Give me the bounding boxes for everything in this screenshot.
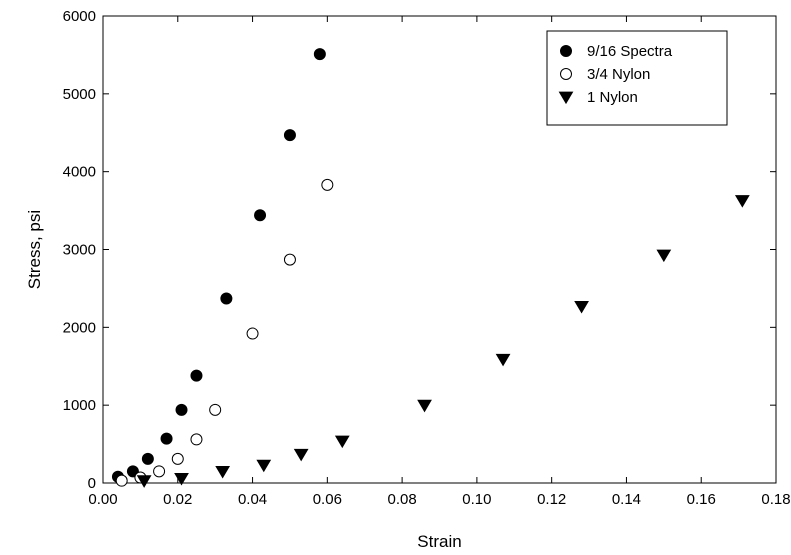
data-point	[495, 353, 511, 367]
data-point	[115, 474, 128, 487]
data-point	[313, 48, 326, 61]
axes: 0.00 0.02 0.04 0.06 0.08 0.10 0.12 0.14 0.16 0.18…	[63, 8, 791, 508]
data-point	[293, 448, 309, 462]
x-tick-label: 0.12	[537, 491, 566, 508]
x-tick-label: 0.00	[88, 491, 117, 508]
y-axis-title: Stress, psi	[25, 210, 44, 289]
data-point	[153, 465, 166, 478]
data-point	[209, 403, 222, 416]
x-tick-label: 0.02	[163, 491, 192, 508]
series-0	[111, 48, 326, 483]
data-point	[190, 369, 203, 382]
data-point	[254, 209, 267, 222]
x-tick-label: 0.14	[612, 491, 641, 508]
legend-marker	[558, 91, 574, 105]
data-point	[321, 178, 334, 191]
legend-label: 1 Nylon	[587, 89, 638, 106]
x-tick-label: 0.06	[313, 491, 342, 508]
legend-marker	[560, 45, 572, 57]
y-tick-label: 3000	[63, 242, 96, 259]
data-point	[417, 399, 432, 413]
data-point	[734, 195, 750, 208]
x-tick-label: 0.08	[388, 491, 417, 508]
data-point	[174, 472, 189, 486]
data-point	[141, 452, 154, 465]
data-point	[136, 475, 152, 488]
data-point	[246, 327, 259, 340]
data-point	[334, 435, 350, 449]
series-2	[136, 195, 750, 488]
y-tick-label: 0	[88, 475, 96, 492]
data-point	[160, 432, 173, 445]
data-point	[283, 129, 296, 142]
y-tick-label: 1000	[63, 397, 96, 414]
series-1	[115, 178, 334, 487]
data-point	[656, 249, 672, 263]
legend-marker	[560, 68, 572, 80]
x-tick-label: 0.10	[462, 491, 491, 508]
legend-label: 3/4 Nylon	[587, 66, 650, 83]
data-point	[175, 403, 188, 416]
legend-label: 9/16 Spectra	[587, 43, 673, 60]
data-point	[256, 459, 272, 473]
x-tick-label: 0.04	[238, 491, 267, 508]
y-tick-label: 2000	[63, 319, 96, 336]
data-point	[220, 292, 233, 305]
legend: 9/16 Spectra 3/4 Nylon 1 Nylon	[546, 30, 728, 126]
data-point	[283, 253, 296, 266]
x-axis-title: Strain	[417, 532, 461, 551]
y-tick-label: 6000	[63, 8, 96, 25]
data-point	[190, 433, 203, 446]
x-tick-label: 0.16	[687, 491, 716, 508]
y-tick-label: 5000	[63, 86, 96, 103]
y-tick-label: 4000	[63, 164, 96, 181]
data-point	[171, 452, 184, 465]
data-points	[111, 48, 750, 488]
data-point	[574, 300, 589, 314]
x-tick-label: 0.18	[761, 491, 790, 508]
data-point	[215, 465, 231, 479]
legend-box	[546, 30, 728, 126]
